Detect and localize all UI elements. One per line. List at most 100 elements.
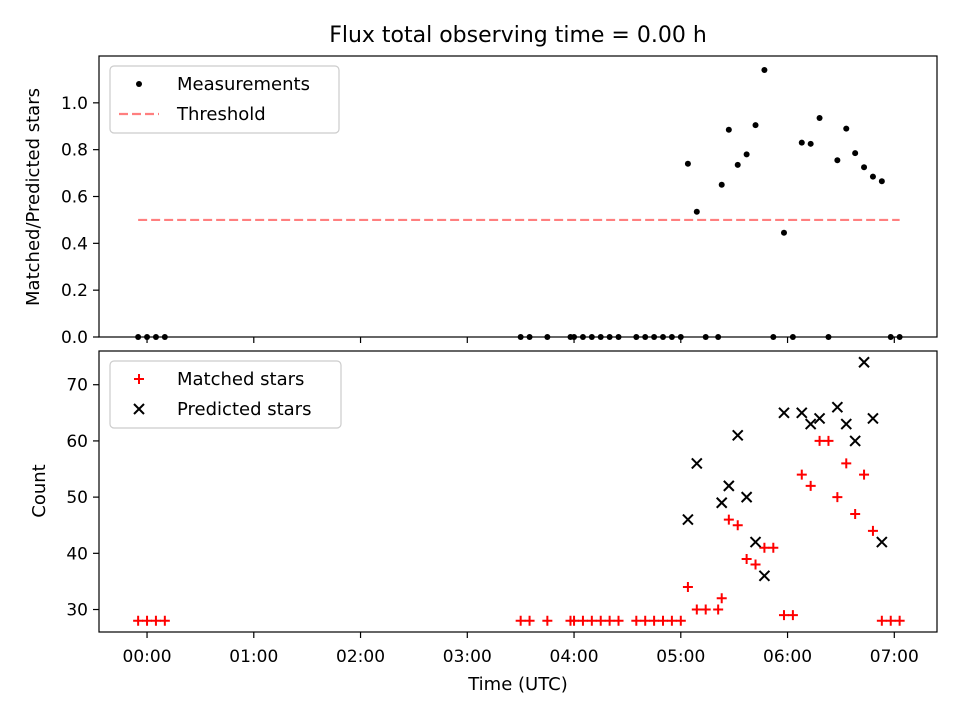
top-legend (109, 65, 340, 134)
matched-stars-point (524, 615, 535, 626)
legend-entry-label: Measurements (177, 74, 310, 95)
x-tick-label: 07:00 (870, 647, 919, 667)
matched-stars-point (613, 615, 624, 626)
predicted-stars-point (691, 457, 703, 470)
top-y-tick-label: 0.4 (61, 234, 88, 254)
top-y-tick-label: 0.6 (61, 188, 88, 208)
bottom-y-tick-label: 60 (66, 432, 88, 452)
bottom-y-axis-label: Count (29, 464, 50, 517)
measurement-point (816, 115, 823, 122)
matched-stars-point (876, 615, 887, 626)
measurement-point (642, 334, 649, 340)
matched-stars-point (894, 615, 905, 626)
measurement-point (144, 334, 151, 340)
measurement-point (807, 140, 814, 147)
x-tick-label: 04:00 (550, 647, 599, 667)
matched-stars-point (778, 610, 789, 621)
measurement-point (702, 334, 709, 340)
matched-stars-point (750, 559, 761, 570)
measurement-point (135, 334, 142, 340)
matched-stars-point (867, 525, 878, 536)
legend-entry-label: Predicted stars (177, 399, 311, 420)
matched-stars-point (700, 604, 711, 615)
matched-stars-point (133, 615, 144, 626)
matched-stars-point (675, 615, 686, 626)
measurement-point (597, 334, 604, 340)
measurement-point (770, 334, 777, 340)
measurement-point (606, 334, 613, 340)
measurement-point (677, 334, 684, 340)
predicted-stars-point (749, 536, 762, 548)
bottom-y-tick-label: 50 (66, 488, 88, 508)
top-chart-title: Flux total observing time = 0.00 h (329, 23, 707, 48)
measurement-point (684, 160, 691, 167)
matched-stars-point (768, 542, 779, 553)
matched-stars-point (814, 435, 825, 446)
predicted-stars-point (813, 412, 826, 425)
measurement-point (861, 164, 868, 171)
legend-entry-label: Threshold (176, 104, 266, 125)
count-panel: 30 40 50 60 70 00:00 01:00 02:00 03:00 04:00 05:00… (66, 350, 938, 667)
matched-stars-point (850, 508, 861, 519)
x-tick-label: 03:00 (443, 647, 492, 667)
matched-stars-point (859, 469, 870, 480)
matched-stars-point (832, 492, 843, 503)
bottom-axes-frame (98, 350, 938, 633)
measurement-point (517, 334, 524, 340)
bottom-y-tick-label: 30 (66, 601, 88, 621)
matched-stars-point (759, 542, 770, 553)
legend-matched-marker (134, 374, 144, 384)
predicted-stars-point (682, 513, 694, 526)
matched-stars-point (595, 615, 606, 626)
predicted-stars-point (723, 480, 735, 492)
measurement-point (725, 126, 732, 133)
legend-predicted-marker (133, 403, 145, 415)
bottom-y-tick-label: 40 (66, 544, 88, 564)
measurement-point (651, 334, 658, 340)
measurement-point (615, 334, 622, 340)
matched-stars-point (723, 514, 734, 525)
matched-stars-point (805, 480, 816, 491)
matched-stars-point (586, 615, 597, 626)
matched-stars-point (577, 615, 588, 626)
matched-stars-point (666, 615, 677, 626)
predicted-stars-point (858, 356, 870, 368)
legend-entry-label: Matched stars (177, 369, 304, 390)
predicted-stars-point (716, 497, 728, 509)
measurement-point (668, 334, 675, 340)
matched-stars-point (515, 615, 526, 626)
matched-stars-point (658, 615, 669, 626)
top-y-tick-label: 1.0 (61, 94, 88, 114)
x-tick-label: 01:00 (229, 647, 278, 667)
measurement-point (761, 67, 768, 74)
x-tick-label: 05:00 (656, 647, 705, 667)
legend-measurements-marker (136, 81, 142, 87)
bottom-y-tick-label: 70 (66, 376, 88, 396)
matched-stars-point (841, 458, 852, 469)
matched-stars-point (885, 615, 896, 626)
matched-stars-point (542, 615, 553, 626)
measurement-point (752, 122, 759, 129)
predicted-stars-point (876, 536, 888, 548)
x-tick-label: 06:00 (763, 647, 812, 667)
measurement-point (887, 334, 894, 340)
matched-stars-point (741, 553, 752, 564)
predicted-stars-point (796, 407, 808, 419)
matched-stars-point (649, 615, 660, 626)
matched-stars-point (159, 615, 170, 626)
measurement-point (152, 334, 159, 340)
measurement-point (869, 173, 876, 180)
matched-stars-point (604, 615, 615, 626)
matched-stars-point (640, 615, 651, 626)
measurement-point (843, 125, 850, 132)
matched-stars-point (150, 615, 161, 626)
predicted-stars-point (849, 435, 861, 447)
measurement-point (852, 150, 859, 157)
measurement-point (718, 181, 725, 188)
measurement-point (780, 229, 787, 236)
measurement-point (896, 334, 903, 340)
measurement-point (526, 334, 533, 340)
predicted-stars-point (778, 407, 790, 419)
ratio-panel: 0.0 0.2 0.4 0.6 0.8 1.0 Measurements Threshold (61, 55, 938, 348)
matched-stars-point (682, 582, 693, 593)
